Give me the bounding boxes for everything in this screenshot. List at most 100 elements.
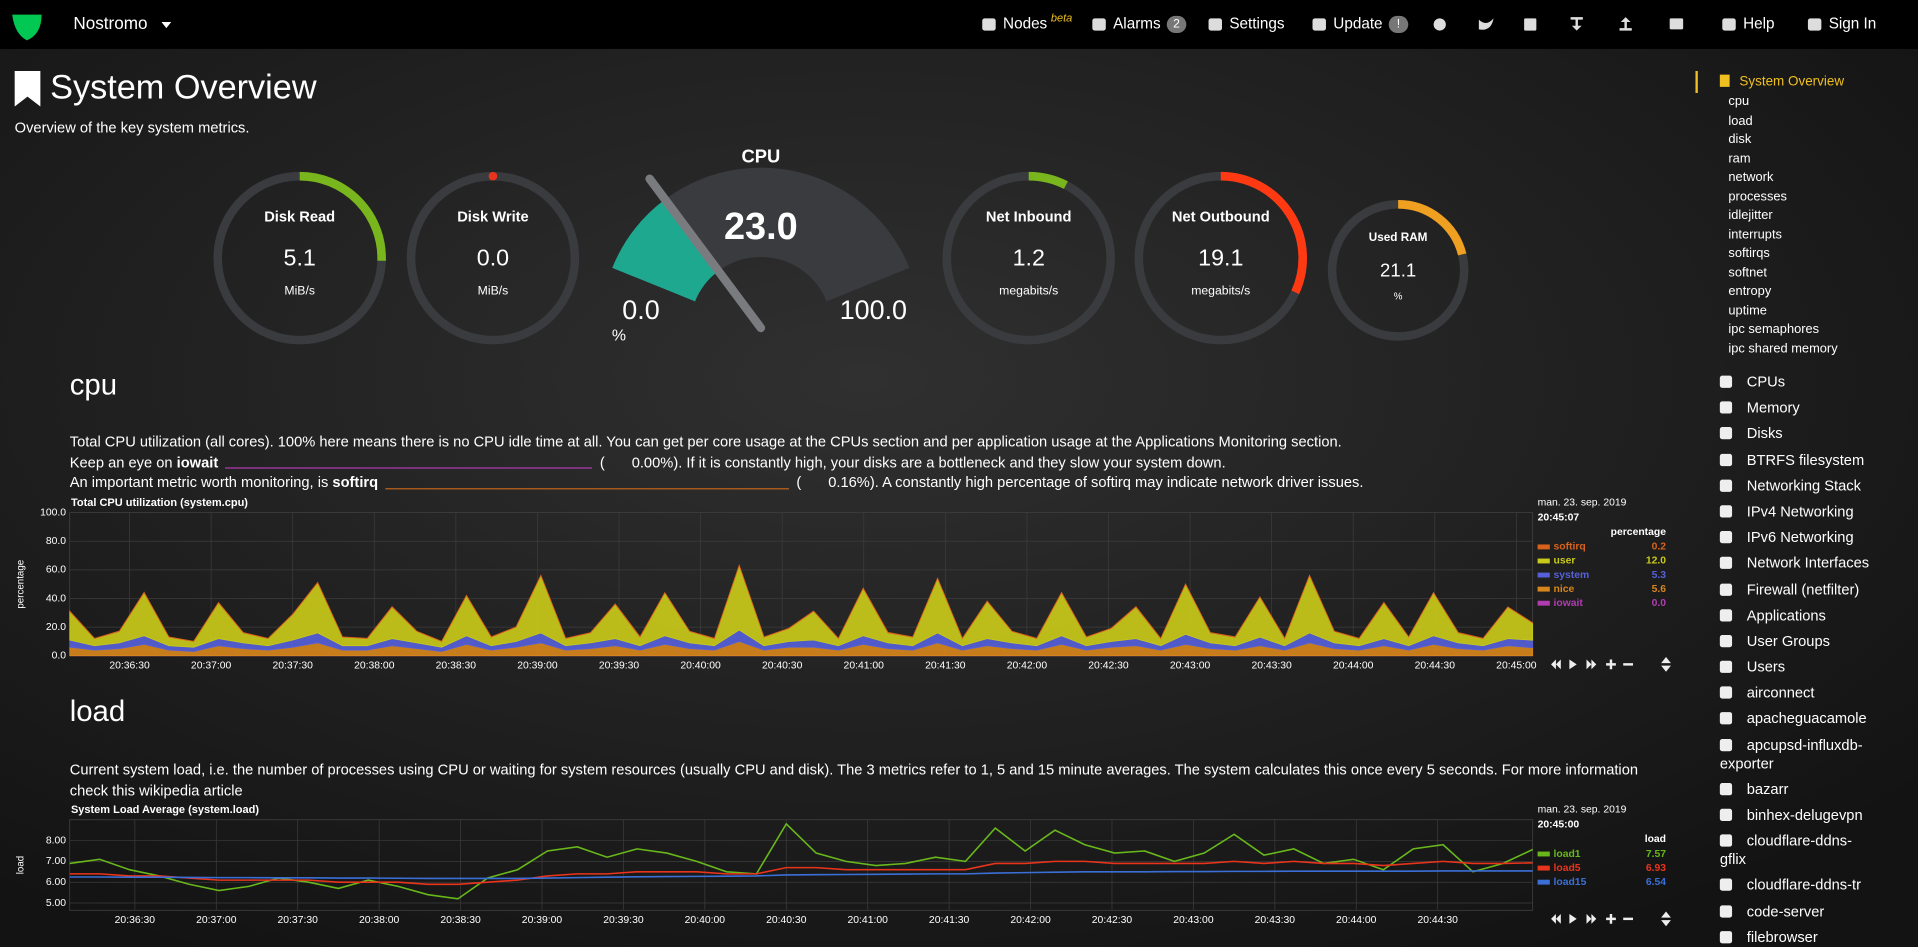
brand-caret[interactable] xyxy=(161,22,172,29)
sidebar-subitem[interactable]: ipc semaphores xyxy=(1728,321,1820,337)
chart-control[interactable] xyxy=(1586,659,1597,670)
gauge-arc xyxy=(299,171,386,261)
sidebar-section[interactable]: IPv6 Networking xyxy=(1695,525,1872,551)
plot-area xyxy=(69,819,1534,911)
sidebar-section[interactable]: BTRFS filesystem xyxy=(1695,447,1872,473)
sidebar-subitem[interactable]: idlejitter xyxy=(1728,207,1773,223)
sidebar-section[interactable]: airconnect xyxy=(1695,681,1872,707)
cpu-description: Total CPU utilization (all cores). 100% … xyxy=(69,433,1364,491)
x-tick-label: 20:37:30 xyxy=(278,915,319,926)
nav-icon[interactable] xyxy=(1092,18,1106,31)
twitter-icon[interactable] xyxy=(1478,18,1494,30)
sidebar-subitem[interactable]: cpu xyxy=(1728,94,1750,109)
chart-control[interactable] xyxy=(1586,913,1597,924)
text: Keep an eye on xyxy=(69,453,177,471)
nav-icon[interactable] xyxy=(1807,18,1822,31)
x-tick-label: 20:42:30 xyxy=(1092,915,1133,926)
chart-control[interactable] xyxy=(1606,913,1616,924)
sidebar-section[interactable]: binhex-delugevpn xyxy=(1695,803,1872,829)
chart-control[interactable] xyxy=(1623,917,1633,921)
sidebar-section[interactable]: Network Interfaces xyxy=(1695,551,1872,577)
nav-item[interactable]: Sign In xyxy=(1829,16,1877,33)
sidebar-section[interactable]: Firewall (netfilter) xyxy=(1695,577,1872,603)
chart-control[interactable] xyxy=(1606,659,1616,670)
download-icon[interactable] xyxy=(1570,17,1583,31)
sidebar-section[interactable]: Disks xyxy=(1695,421,1872,447)
cpu-gauge-value: 23.0 xyxy=(724,206,798,248)
sidebar-section[interactable]: apcupsd-influxdb-exporter xyxy=(1695,732,1872,776)
legend-label: iowait xyxy=(1553,598,1583,609)
sidebar-section[interactable]: code-server xyxy=(1695,899,1872,925)
sidebar-section[interactable]: IPv4 Networking xyxy=(1695,499,1872,525)
sidebar-section[interactable]: bazarr xyxy=(1695,777,1872,803)
x-tick-label: 20:38:30 xyxy=(436,660,477,671)
sidebar-subitem[interactable]: softnet xyxy=(1728,264,1767,280)
chart-control[interactable] xyxy=(1551,913,1561,924)
sidebar-subitem[interactable]: ram xyxy=(1728,151,1751,166)
x-tick-label: 20:38:00 xyxy=(354,660,395,671)
logo[interactable] xyxy=(12,14,42,41)
x-tick-label: 20:41:00 xyxy=(844,660,885,671)
sidebar-subitem[interactable]: processes xyxy=(1728,189,1787,204)
sidebar-sections: CPUs Memory Disks BTRFS filesystem Networkin… xyxy=(1695,370,1915,947)
sidebar-subitem[interactable]: interrupts xyxy=(1728,226,1782,242)
legend-label: load1 xyxy=(1553,849,1580,860)
sidebar-subitem[interactable]: disk xyxy=(1728,132,1752,147)
nav-item[interactable]: Nodes xyxy=(1003,16,1048,33)
nav-item[interactable]: Help xyxy=(1743,16,1774,33)
x-tick-label: 20:37:30 xyxy=(273,660,314,671)
sidebar-section[interactable]: CPUs xyxy=(1695,370,1872,396)
facebook-icon[interactable] xyxy=(1524,18,1537,31)
x-tick-label: 20:38:00 xyxy=(359,915,400,926)
legend-swatch xyxy=(1537,558,1550,564)
sidebar-subitem[interactable]: softirqs xyxy=(1728,245,1770,261)
print-icon[interactable] xyxy=(1669,18,1684,30)
chart-control[interactable] xyxy=(1661,657,1671,672)
nav-icon[interactable] xyxy=(1208,18,1222,31)
line-load5 xyxy=(69,860,1533,886)
sparkline xyxy=(225,457,593,470)
github-icon[interactable] xyxy=(1433,18,1446,31)
text: ). If it is constantly high, your disks … xyxy=(673,453,1226,471)
gauge-unit: megabits/s xyxy=(1191,283,1250,297)
nav-item[interactable]: Settings xyxy=(1229,16,1285,33)
brand[interactable]: Nostromo xyxy=(73,14,147,33)
wikipedia-link[interactable]: wikipedia article xyxy=(139,781,243,799)
nav-icon[interactable] xyxy=(1722,18,1736,31)
sidebar-section[interactable]: Memory xyxy=(1695,395,1872,421)
sidebar-section[interactable]: Users xyxy=(1695,655,1872,681)
chart-control[interactable] xyxy=(1551,659,1561,670)
gauge-arc xyxy=(1028,171,1068,189)
chart-control[interactable] xyxy=(1623,663,1633,666)
chart-control[interactable] xyxy=(1661,911,1671,927)
sidebar-section[interactable]: cloudflare-ddns-tr xyxy=(1695,873,1872,899)
x-tick-label: 20:41:30 xyxy=(925,660,966,671)
sidebar-subitem[interactable]: network xyxy=(1728,170,1774,185)
nav-icon[interactable] xyxy=(1312,18,1326,31)
sidebar-section[interactable]: Applications xyxy=(1695,603,1872,629)
legend-value: 6.93 xyxy=(1646,863,1666,874)
gauge-value: 19.1 xyxy=(1198,245,1243,271)
sidebar-section[interactable]: User Groups xyxy=(1695,629,1872,655)
sidebar-subitem[interactable]: uptime xyxy=(1728,302,1767,318)
gauge-title: Net Inbound xyxy=(986,210,1072,226)
nav-item[interactable]: Update xyxy=(1333,16,1382,33)
sidebar-section[interactable]: apacheguacamole xyxy=(1695,707,1872,733)
nav-icon[interactable] xyxy=(982,18,996,31)
y-axis-label: percentage xyxy=(15,560,26,609)
sidebar-subitem[interactable]: load xyxy=(1728,113,1753,128)
gauge-unit: megabits/s xyxy=(999,283,1058,297)
sidebar-section[interactable]: cloudflare-ddns-gflix xyxy=(1695,829,1872,873)
nav-item[interactable]: Alarms xyxy=(1113,16,1161,33)
sidebar-subitems: cpu load disk ram network processes idlejitter… xyxy=(1695,93,1915,359)
sidebar-section[interactable]: filebrowser xyxy=(1695,925,1872,947)
chart-control[interactable] xyxy=(1569,659,1577,670)
sidebar-section[interactable]: Networking Stack xyxy=(1695,473,1872,499)
sidebar-subitem[interactable]: entropy xyxy=(1728,283,1772,299)
sidebar-subitem[interactable]: ipc shared memory xyxy=(1728,340,1838,356)
legend-value: 0.2 xyxy=(1652,542,1667,553)
chart-control[interactable] xyxy=(1569,913,1577,924)
sidebar-active[interactable]: System Overview xyxy=(1695,70,1915,93)
upload-icon[interactable] xyxy=(1619,17,1632,31)
nav-badge: ! xyxy=(1397,17,1400,31)
